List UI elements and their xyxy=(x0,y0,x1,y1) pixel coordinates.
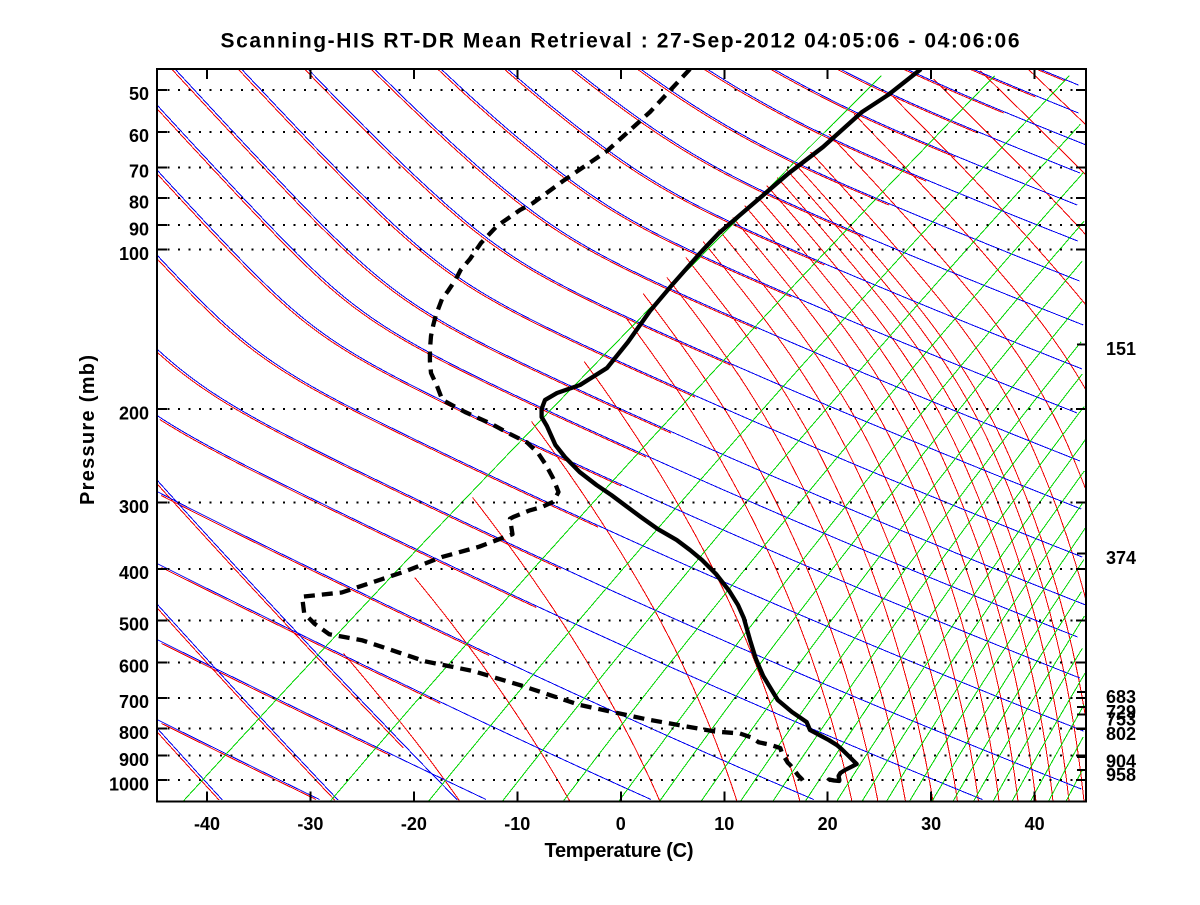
svg-text:700: 700 xyxy=(119,692,149,712)
svg-text:800: 800 xyxy=(119,723,149,743)
svg-text:683: 683 xyxy=(1106,687,1136,707)
svg-text:30: 30 xyxy=(921,814,941,834)
svg-text:0: 0 xyxy=(616,814,626,834)
svg-text:400: 400 xyxy=(119,563,149,583)
svg-text:904: 904 xyxy=(1106,752,1136,772)
svg-text:374: 374 xyxy=(1106,548,1136,568)
svg-text:-40: -40 xyxy=(194,814,220,834)
svg-text:90: 90 xyxy=(129,220,149,240)
svg-text:1000: 1000 xyxy=(109,774,149,794)
svg-text:10: 10 xyxy=(714,814,734,834)
svg-text:60: 60 xyxy=(129,126,149,146)
svg-text:300: 300 xyxy=(119,497,149,517)
svg-text:802: 802 xyxy=(1106,724,1136,744)
svg-text:-30: -30 xyxy=(297,814,323,834)
svg-text:600: 600 xyxy=(119,657,149,677)
svg-text:Pressure (mb): Pressure (mb) xyxy=(77,355,99,505)
svg-text:958: 958 xyxy=(1106,765,1136,785)
svg-text:100: 100 xyxy=(119,244,149,264)
svg-text:500: 500 xyxy=(119,615,149,635)
svg-text:20: 20 xyxy=(818,814,838,834)
svg-text:40: 40 xyxy=(1025,814,1045,834)
svg-text:900: 900 xyxy=(119,750,149,770)
svg-text:Scanning-HIS RT-DR Mean Retrie: Scanning-HIS RT-DR Mean Retrieval : 27-S… xyxy=(221,30,1020,53)
svg-text:80: 80 xyxy=(129,192,149,212)
svg-text:151: 151 xyxy=(1106,339,1136,359)
svg-text:-20: -20 xyxy=(401,814,427,834)
svg-text:729: 729 xyxy=(1106,702,1136,722)
svg-text:Temperature (C): Temperature (C) xyxy=(545,840,694,862)
svg-text:70: 70 xyxy=(129,162,149,182)
svg-text:50: 50 xyxy=(129,84,149,104)
svg-text:200: 200 xyxy=(119,404,149,424)
svg-text:753: 753 xyxy=(1106,709,1136,729)
svg-text:-10: -10 xyxy=(504,814,530,834)
